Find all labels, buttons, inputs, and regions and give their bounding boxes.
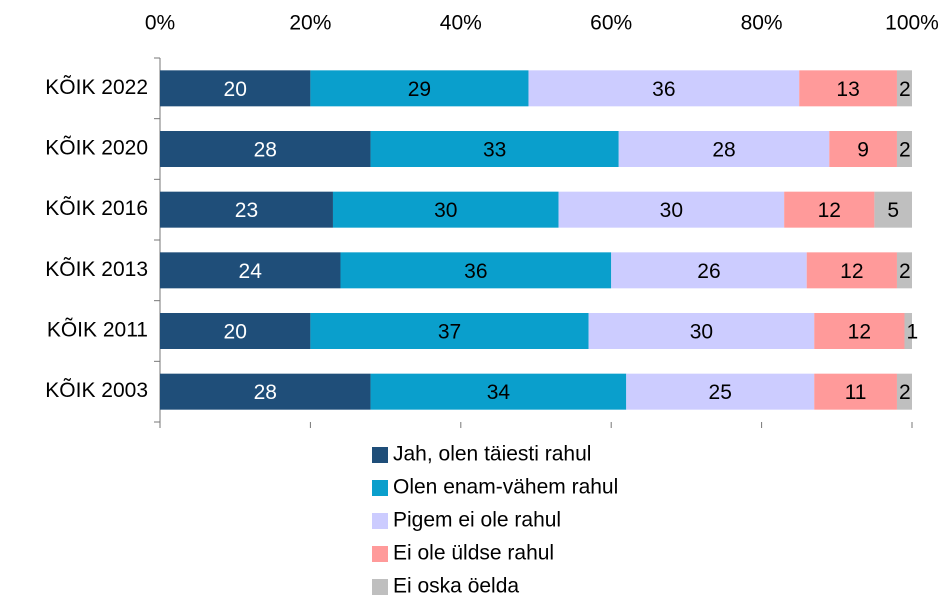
data-label: 12 [818,199,841,222]
legend-label: Jah, olen täiesti rahul [393,443,591,466]
data-label: 1 [906,321,918,344]
data-label: 28 [712,139,735,162]
legend-swatch [372,513,388,529]
legend-label: Ei ole üldse rahul [393,542,554,565]
data-label: 28 [254,139,277,162]
x-tick-label: 80% [741,12,783,35]
bar-segment [160,252,341,289]
data-label: 30 [660,199,683,222]
bar-segment [160,373,371,410]
data-label: 25 [709,381,732,404]
data-label: 20 [224,78,247,101]
data-label: 2 [899,381,911,404]
legend-swatch [372,579,388,595]
x-tick-label: 60% [590,12,632,35]
legend-swatch [372,480,388,496]
category-label: KÕIK 2022 [45,75,148,99]
bar-segment [874,191,912,228]
bar-segment [618,131,830,167]
data-label: 2 [899,260,911,283]
data-label: 28 [254,381,277,404]
x-tick-label: 20% [289,12,331,35]
bar-segment [806,252,897,289]
category-label: KÕIK 2013 [45,257,148,281]
bar-segment [904,313,912,349]
legend-label: Ei oska öelda [393,575,519,598]
data-label: 29 [408,78,431,101]
bar-segment [370,131,619,167]
bar-segment [310,313,589,349]
category-label: KÕIK 2016 [45,196,148,220]
bar-segment [160,70,311,107]
data-label: 37 [438,321,461,344]
bar-segment [784,191,875,228]
legend-label: Olen enam-vähem rahul [393,476,618,499]
data-label: 9 [857,139,869,162]
legend-label: Pigem ei ole rahul [393,509,561,532]
bar-segment [814,313,905,349]
bar-segment [829,131,897,167]
bar-segment [160,313,311,349]
x-tick-label: 40% [440,12,482,35]
data-label: 30 [690,321,713,344]
bar-segment [588,313,815,349]
legend-swatch [372,447,388,463]
bar-segment [160,131,371,167]
bar-segment [528,70,800,107]
data-label: 24 [239,260,263,283]
data-label: 34 [487,381,511,404]
data-label: 23 [235,199,258,222]
data-label: 12 [848,321,871,344]
x-tick-label: 0% [145,12,175,35]
bar-segment [160,191,333,228]
data-label: 13 [836,78,859,101]
category-label: KÕIK 2011 [47,318,148,342]
data-label: 12 [840,260,863,283]
category-label: KÕIK 2020 [45,136,148,160]
data-label: 5 [887,199,899,222]
bar-segment [611,252,807,289]
data-label: 2 [899,139,911,162]
bar-segment [896,131,912,167]
bar-segment [626,373,815,410]
data-label: 20 [224,321,247,344]
bar-segment [896,70,912,107]
x-tick-label: 100% [885,12,939,35]
bar-segment [370,373,627,410]
legend-swatch [372,546,388,562]
bar-segment [814,373,897,410]
data-label: 11 [845,381,867,404]
bar-segment [340,252,612,289]
data-label: 36 [652,78,675,101]
bar-segment [332,191,559,228]
data-label: 2 [899,78,911,101]
bar-segment [799,70,897,107]
data-label: 26 [697,260,720,283]
bar-segment [310,70,529,107]
bar-segment [896,252,912,289]
data-label: 30 [434,199,457,222]
data-label: 33 [483,139,506,162]
category-label: KÕIK 2003 [45,378,148,402]
bar-segment [558,191,785,228]
data-label: 36 [464,260,487,283]
bar-segment [896,373,912,410]
